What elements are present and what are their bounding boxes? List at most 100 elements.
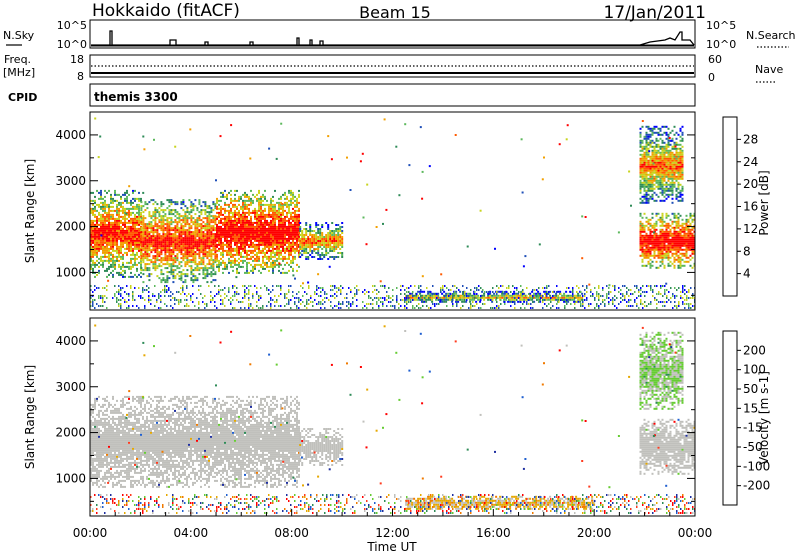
power-cell [232, 215, 234, 218]
power-cell [134, 241, 136, 244]
power-cell [126, 247, 128, 250]
power-cell [132, 233, 134, 236]
power-cell [144, 229, 147, 232]
power-cell [126, 301, 128, 303]
power-cell [120, 241, 122, 244]
power-cell [204, 243, 207, 246]
power-cell [425, 300, 428, 303]
power-cell [210, 225, 213, 228]
power-cell [112, 197, 114, 200]
cpid-label: CPID [8, 91, 37, 104]
power-cell [321, 258, 324, 260]
power-cell [178, 263, 181, 266]
power-cell [262, 213, 264, 216]
power-cell [278, 201, 280, 204]
power-cell [106, 229, 108, 232]
power-cell [298, 237, 300, 240]
power-cell [282, 207, 284, 210]
power-cell [172, 281, 175, 284]
power-cell [222, 253, 224, 256]
power-cell [182, 269, 185, 272]
power-cell [116, 211, 118, 214]
power-cell [140, 267, 143, 270]
power-cell [92, 219, 94, 222]
power-cell [639, 143, 642, 146]
power-cell [234, 249, 236, 252]
power-cell [647, 248, 650, 251]
power-cell [206, 305, 208, 307]
power-cell [663, 159, 666, 162]
power-cell [138, 243, 140, 246]
power-cell [268, 223, 270, 226]
power-cell [657, 159, 660, 162]
power-cell [256, 263, 258, 266]
power-cell [98, 247, 100, 250]
power-cell [264, 267, 266, 270]
power-cell [254, 213, 256, 216]
power-cell [246, 225, 248, 228]
power-cell [194, 251, 197, 254]
power-cell [158, 241, 161, 244]
power-cell [146, 241, 149, 244]
power-cell [114, 255, 116, 258]
power-cell [260, 203, 262, 206]
power-cell [114, 233, 116, 236]
power-cell [162, 273, 165, 276]
power-cell [132, 299, 134, 301]
power-cell [240, 223, 242, 226]
power-cell [250, 227, 252, 230]
power-cell [264, 227, 266, 230]
power-cell [317, 242, 320, 244]
power-cell [102, 207, 104, 210]
power-cell [667, 193, 670, 196]
power-cell [687, 240, 690, 243]
freq-frame [89, 54, 696, 78]
power-cell [274, 235, 276, 238]
power-cell [238, 197, 240, 200]
power-cell [94, 299, 96, 301]
power-cell [547, 296, 550, 299]
power-cell [234, 221, 236, 224]
power-cell [122, 231, 124, 234]
power-cell [319, 234, 322, 236]
power-cell [214, 249, 217, 252]
power-cell [188, 239, 191, 242]
power-cell [669, 250, 672, 253]
power-cell [327, 228, 330, 230]
power-cell [92, 259, 94, 262]
power-cell [202, 257, 205, 260]
power-cell [206, 281, 209, 284]
power-cell [224, 211, 226, 214]
power-cell [294, 199, 296, 202]
power-cell [655, 179, 658, 182]
power-cell [268, 243, 270, 246]
power-cell [156, 231, 159, 234]
power-cell [228, 245, 230, 248]
power-cell [292, 237, 294, 240]
power-cell [194, 269, 197, 272]
power-cell [94, 245, 96, 248]
power-cell [685, 238, 688, 241]
power-cell [162, 263, 165, 266]
power-cell [140, 231, 143, 234]
power-cell [214, 223, 217, 226]
power-cell [228, 229, 230, 232]
power-cell [100, 223, 102, 226]
power-cell [641, 244, 644, 247]
power-cell [284, 221, 286, 224]
power-cell [653, 145, 656, 148]
power-cell [192, 251, 195, 254]
power-cell [667, 139, 670, 142]
power-cell [335, 228, 338, 230]
power-cell [108, 207, 110, 210]
power-cell [246, 267, 248, 270]
power-cell [96, 259, 98, 262]
power-cell [298, 243, 300, 246]
power-cell [651, 248, 654, 251]
power-cell [284, 217, 286, 220]
power-cell [661, 230, 664, 233]
power-cell [679, 147, 682, 150]
power-cell [290, 253, 292, 256]
power-cell [160, 221, 163, 224]
power-cell [104, 227, 106, 230]
